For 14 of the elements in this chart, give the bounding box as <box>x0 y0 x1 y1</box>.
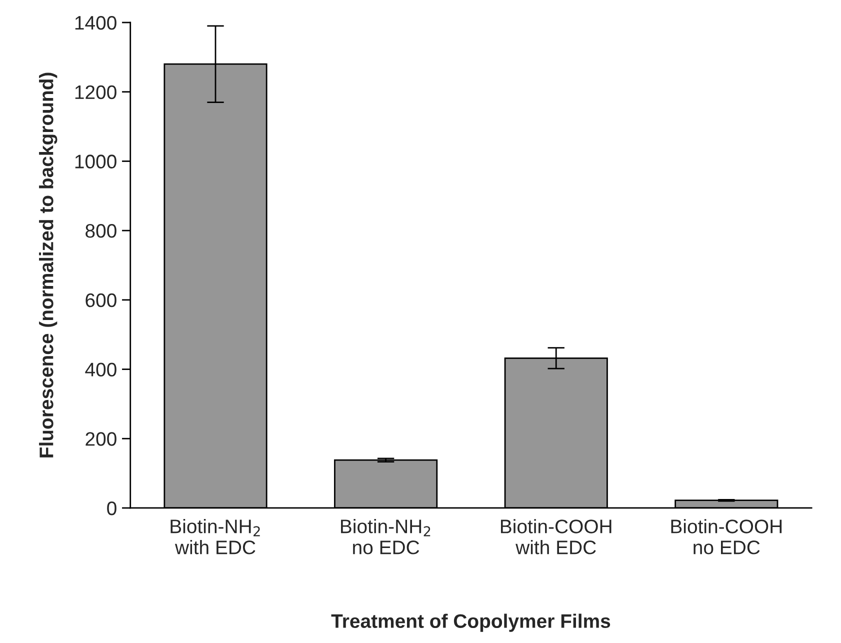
x-tick-label: Biotin-COOH no EDC <box>671 519 782 554</box>
x-tick-label: Biotin-NH$_{2}$ with EDC <box>170 518 260 554</box>
x-axis-title: Treatment of Copolymer Films <box>331 614 610 632</box>
y-tick-label: 0 <box>107 501 116 516</box>
y-tick-label: 1000 <box>75 154 116 168</box>
x-tick-label: Biotin-NH$_{2}$ no EDC <box>341 518 430 554</box>
y-tick-label: 800 <box>86 224 116 238</box>
y-tick-label: 400 <box>85 362 116 377</box>
x-tick-label: Biotin-COOH with EDC <box>500 519 612 554</box>
y-tick-label: 1400 <box>75 16 116 30</box>
y-tick-label: 1200 <box>75 85 116 100</box>
y-axis-title: Fluorescence (normalized to background) <box>39 72 58 458</box>
y-tick-label: 600 <box>86 293 116 308</box>
y-tick-label: 200 <box>86 432 116 446</box>
